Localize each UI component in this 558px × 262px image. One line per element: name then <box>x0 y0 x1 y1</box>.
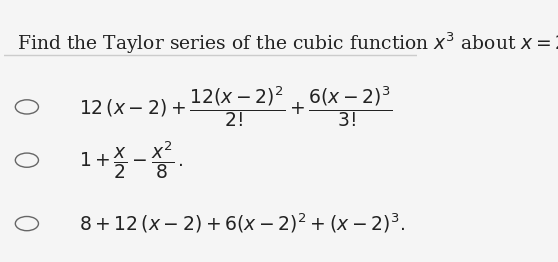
Text: $1 + \dfrac{x}{2} - \dfrac{x^2}{8}\,.$: $1 + \dfrac{x}{2} - \dfrac{x^2}{8}\,.$ <box>79 139 183 181</box>
Text: $12\,(x-2) + \dfrac{12(x-2)^2}{2!} + \dfrac{6(x-2)^3}{3!}$: $12\,(x-2) + \dfrac{12(x-2)^2}{2!} + \df… <box>79 85 392 129</box>
Text: Find the Taylor series of the cubic function $x^3$ about $x = 2$.: Find the Taylor series of the cubic func… <box>17 31 558 56</box>
Text: $8 + 12\,(x-2) + 6(x-2)^2 + (x-2)^3.$: $8 + 12\,(x-2) + 6(x-2)^2 + (x-2)^3.$ <box>79 212 405 235</box>
